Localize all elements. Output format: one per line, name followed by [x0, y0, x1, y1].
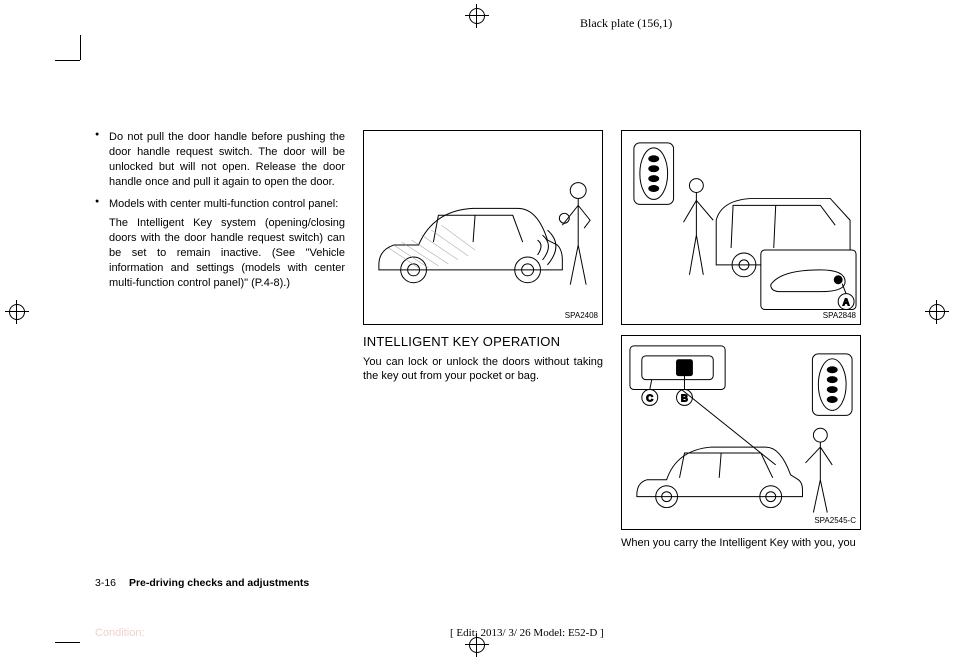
crop-mark: [55, 642, 80, 643]
registration-mark: [465, 4, 489, 28]
figure-code: SPA2408: [565, 311, 598, 322]
bullet-sub: The Intelligent Key system (opening/clos…: [109, 216, 345, 290]
edit-stamp: [ Edit: 2013/ 3/ 26 Model: E52-D ]: [450, 627, 604, 639]
svg-text:B: B: [681, 393, 688, 404]
svg-text:C: C: [646, 393, 653, 404]
crop-mark: [55, 60, 80, 61]
bullet-lead: Models with center multi-function contro…: [109, 198, 338, 210]
bullet-list: Do not pull the door handle before pushi…: [95, 130, 345, 290]
page-footer: 3-16 Pre-driving checks and adjustments: [95, 577, 309, 589]
door-handle-key-illustration: A: [622, 131, 860, 324]
label-a: A: [843, 298, 850, 309]
figure-spa2408: SPA2408: [363, 130, 603, 325]
section-title: Pre-driving checks and adjustments: [129, 577, 309, 589]
figure-code: SPA2848: [823, 311, 856, 322]
bullet-item: Do not pull the door handle before pushi…: [95, 130, 345, 189]
figure-spa2545c: C B: [621, 335, 861, 530]
figure-spa2848: A SPA2848: [621, 130, 861, 325]
body-paragraph: When you carry the Intelligent Key with …: [621, 536, 861, 551]
bullet-item: Models with center multi-function contro…: [95, 197, 345, 290]
figure-code: SPA2545-C: [814, 516, 856, 527]
column-left: Do not pull the door handle before pushi…: [95, 130, 345, 591]
crop-mark: [80, 35, 81, 60]
column-middle: SPA2408 INTELLIGENT KEY OPERATION You ca…: [363, 130, 603, 591]
column-right: A SPA2848: [621, 130, 861, 591]
registration-mark: [5, 300, 29, 324]
content-columns: Do not pull the door handle before pushi…: [95, 130, 889, 591]
plate-header: Black plate (156,1): [580, 16, 672, 31]
manual-page: Black plate (156,1) Do not pull the door…: [0, 0, 954, 661]
liftgate-key-illustration: C B: [622, 336, 860, 529]
body-paragraph: You can lock or unlock the doors without…: [363, 355, 603, 385]
section-heading: INTELLIGENT KEY OPERATION: [363, 333, 603, 351]
car-with-person-waves-illustration: [364, 131, 602, 324]
condition-label: Condition:: [95, 627, 145, 639]
page-number: 3-16: [95, 577, 116, 589]
registration-mark: [925, 300, 949, 324]
